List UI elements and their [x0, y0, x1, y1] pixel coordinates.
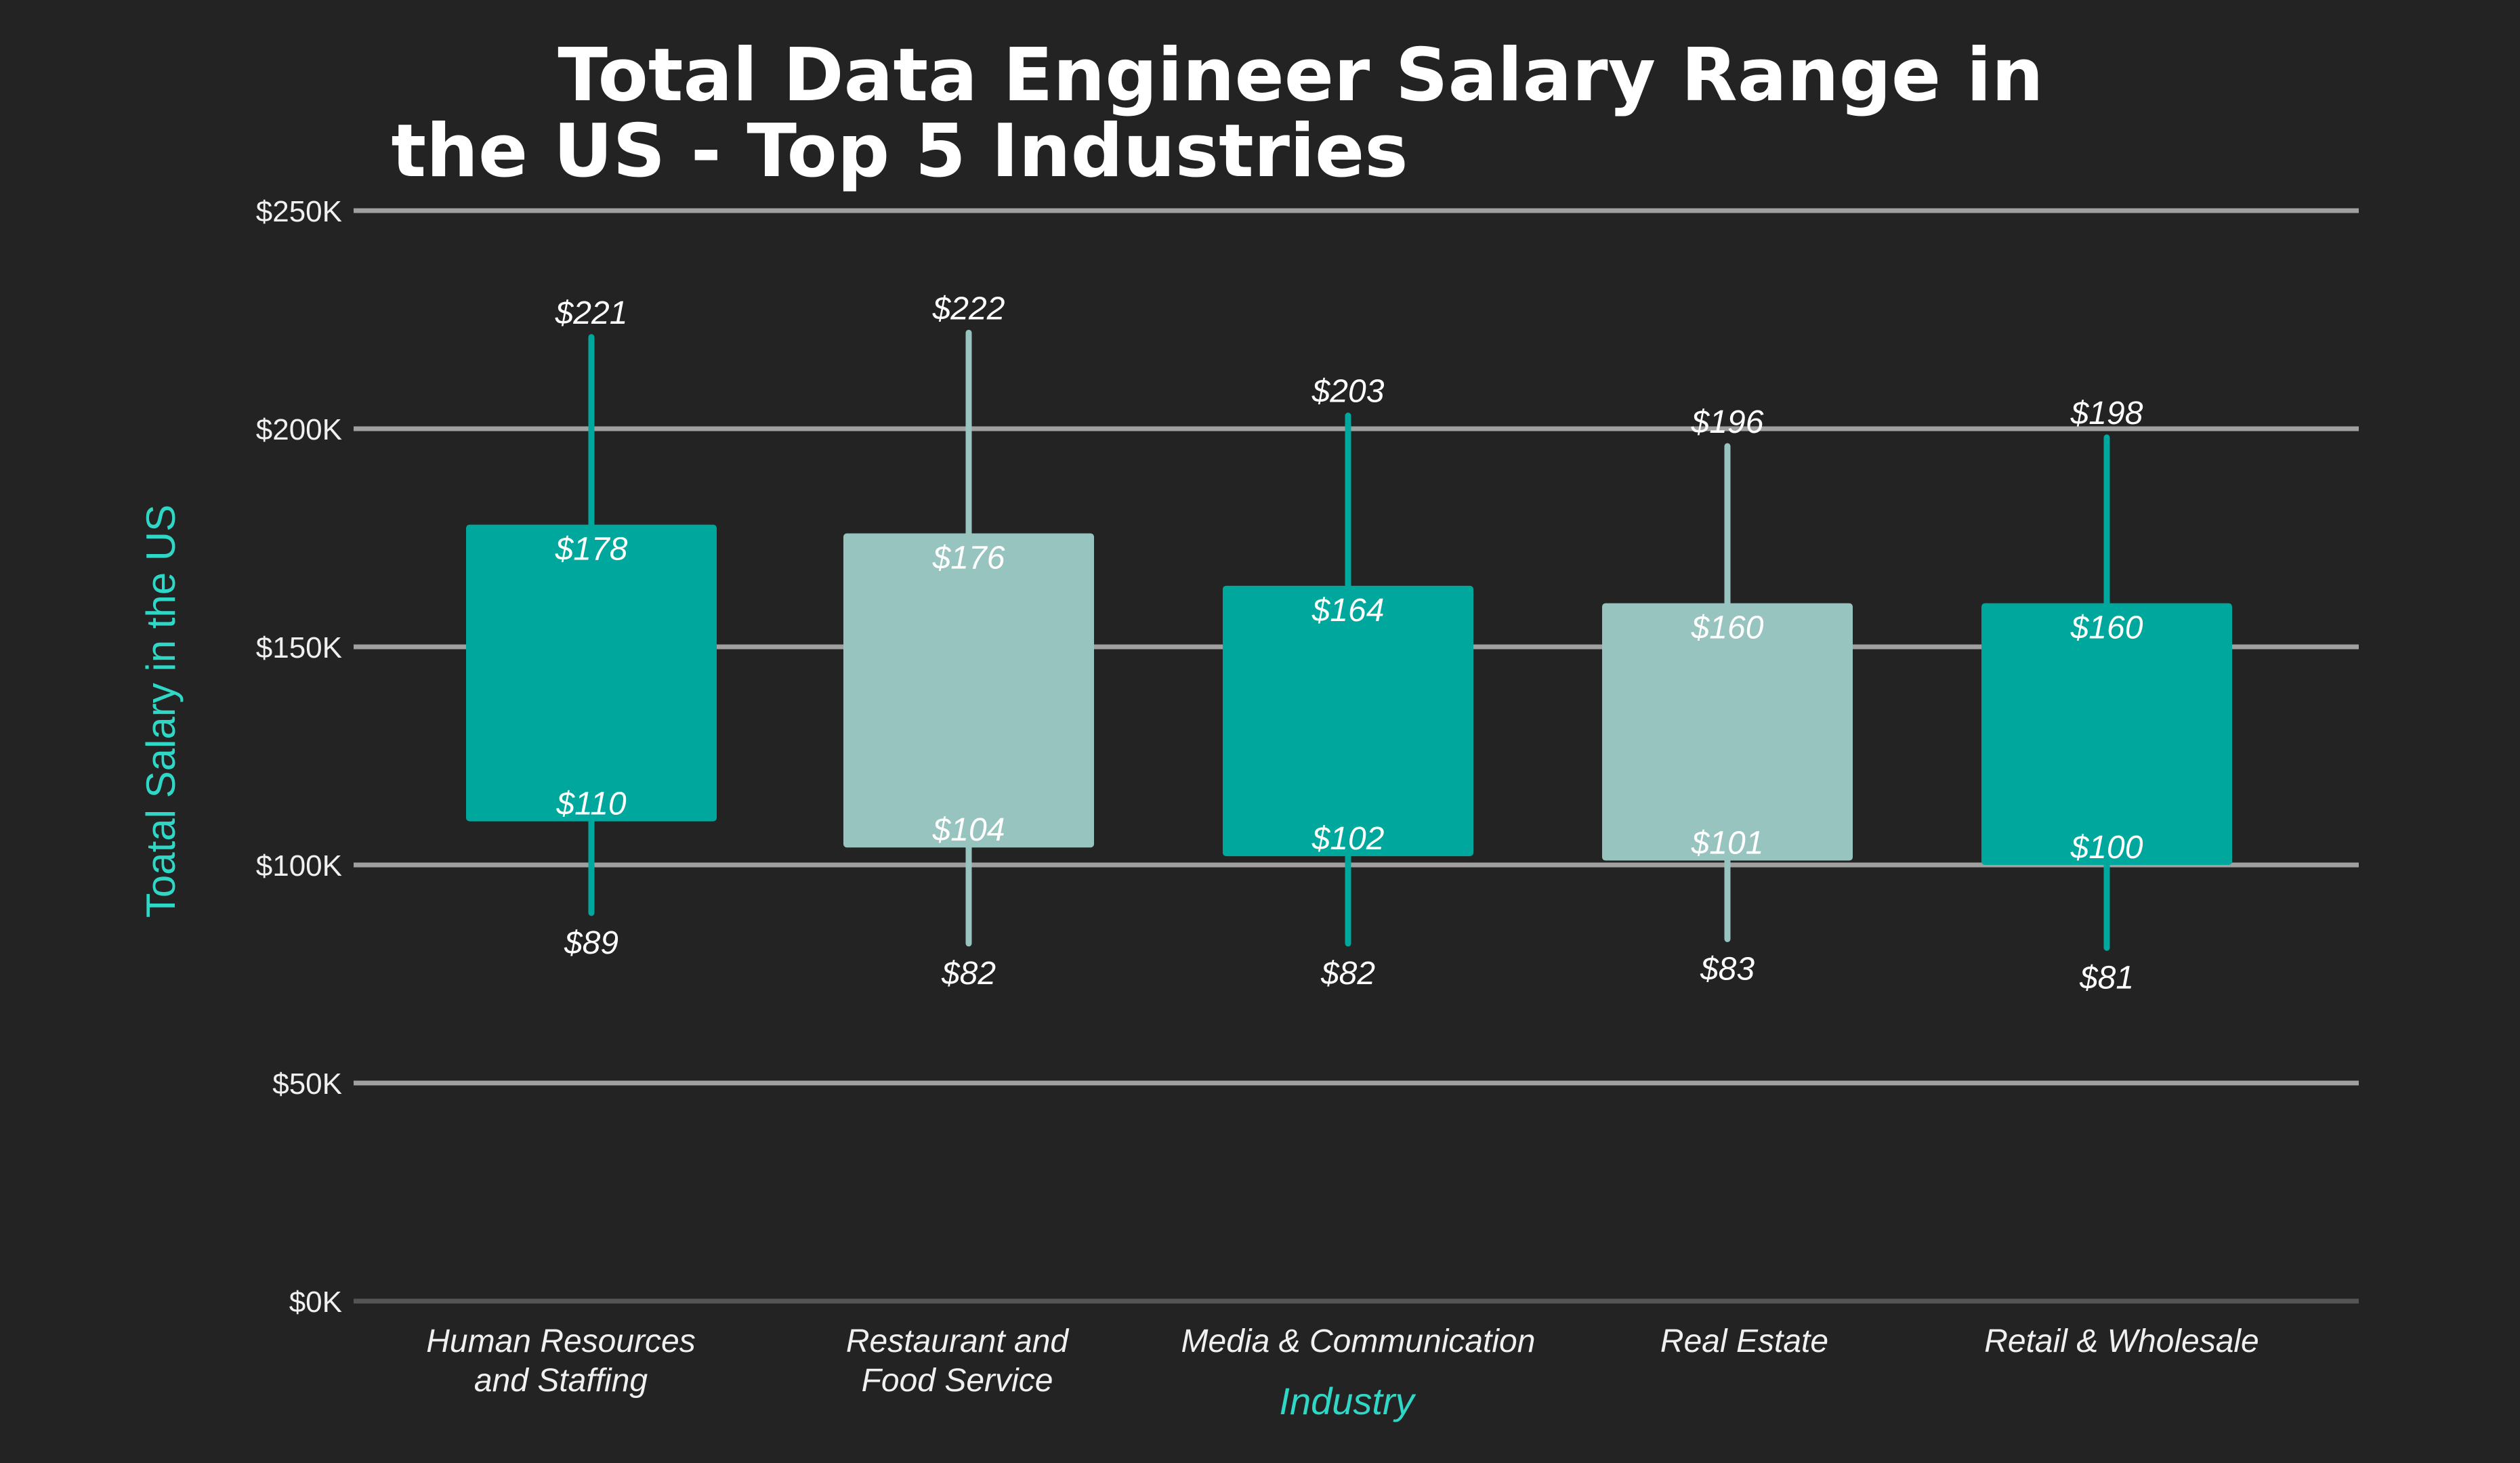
chart-title-line-2: the US - Top 5 Industries [391, 109, 1408, 194]
y-tick-label: $150K [256, 631, 342, 664]
q3-label: $160 [2070, 610, 2143, 646]
x-tick-label: Human Resources [426, 1323, 696, 1359]
q1-label: $110 [555, 786, 627, 822]
x-tick-label: Restaurant and [846, 1323, 1070, 1359]
y-tick-label: $250K [256, 195, 342, 228]
q1-label: $104 [932, 812, 1005, 848]
min-label: $81 [2079, 960, 2134, 996]
q1-label: $102 [1311, 821, 1385, 857]
x-tick-label: Food Service [862, 1363, 1053, 1399]
x-tick-label: Real Estate [1660, 1323, 1828, 1359]
box [1223, 585, 1473, 857]
box [843, 533, 1094, 848]
q1-label: $100 [2070, 830, 2143, 866]
box-group: $222 $176 $104 $82 [843, 291, 1094, 992]
y-axis-title: Toatal Salary in the US [138, 505, 184, 918]
y-tick-label: $0K [289, 1286, 342, 1319]
min-label: $83 [1700, 951, 1755, 987]
x-tick-label: and Staffing [474, 1363, 648, 1399]
max-label: $196 [1691, 404, 1764, 440]
box [466, 524, 717, 822]
x-tick-label: Retail & Wholesale [1984, 1323, 2259, 1359]
box-group: $221 $178 $110 $89 [466, 295, 717, 961]
min-label: $89 [564, 925, 618, 961]
q1-label: $101 [1691, 826, 1764, 862]
q3-label: $178 [555, 532, 628, 568]
q3-label: $176 [932, 540, 1005, 576]
chart-title-line-1: Total Data Engineer Salary Range in [558, 33, 2043, 118]
min-label: $82 [941, 956, 996, 992]
x-axis-title: Industry [1279, 1380, 1416, 1422]
box [1602, 603, 1853, 861]
y-tick-label: $200K [256, 413, 342, 446]
box-group: $198 $160 $100 $81 [1981, 396, 2232, 996]
box [1981, 603, 2232, 865]
y-tick-label: $100K [256, 849, 342, 883]
min-label: $82 [1320, 956, 1375, 992]
x-tick-label: Media & Communication [1181, 1323, 1536, 1359]
box-group: $203 $164 $102 $82 [1223, 374, 1473, 992]
y-tick-label: $50K [272, 1067, 342, 1101]
max-label: $221 [555, 295, 628, 331]
max-label: $198 [2070, 396, 2143, 431]
q3-label: $160 [1691, 610, 1764, 646]
box-group: $196 $160 $101 $83 [1602, 404, 1853, 987]
q3-label: $164 [1311, 593, 1385, 629]
max-label: $222 [932, 291, 1005, 326]
max-label: $203 [1311, 374, 1385, 410]
